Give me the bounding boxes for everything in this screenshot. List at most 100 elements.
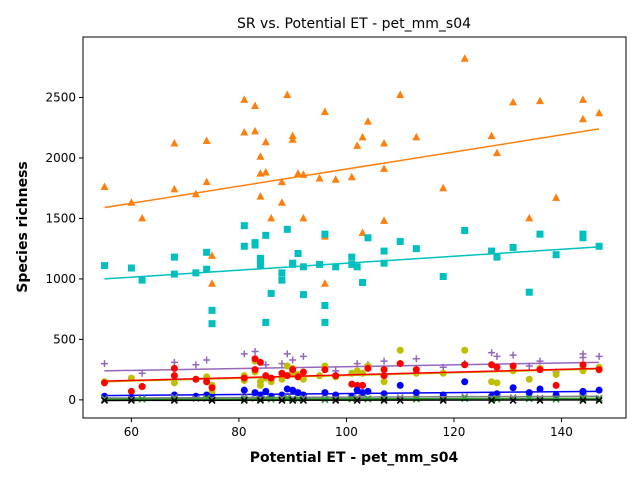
- data-point: [138, 276, 146, 284]
- data-point: [525, 288, 533, 296]
- data-point: [347, 172, 356, 181]
- series-2: [101, 347, 603, 377]
- data-point: [380, 247, 388, 255]
- data-point: [203, 248, 211, 256]
- trend-line: [104, 128, 600, 209]
- data-point: [283, 90, 292, 99]
- data-point: [315, 174, 324, 182]
- data-point: [267, 374, 275, 382]
- data-point: [380, 366, 388, 374]
- series-1: [101, 222, 603, 328]
- data-point: [380, 164, 389, 172]
- data-point: [289, 356, 297, 364]
- data-point: [251, 101, 260, 109]
- trend-line: [104, 390, 600, 397]
- data-point: [461, 378, 469, 386]
- data-point: [364, 234, 372, 242]
- data-point: [460, 54, 469, 62]
- data-point: [240, 350, 248, 358]
- data-point: [412, 355, 420, 363]
- data-point: [552, 381, 560, 389]
- data-point: [101, 360, 109, 368]
- series-0: [100, 54, 604, 287]
- data-point: [353, 386, 361, 394]
- data-point: [353, 263, 361, 271]
- data-point: [202, 177, 211, 186]
- data-point: [170, 372, 178, 380]
- data-point: [251, 355, 259, 363]
- data-point: [289, 259, 297, 267]
- data-point: [170, 138, 179, 147]
- data-point: [170, 364, 178, 372]
- data-point: [595, 108, 604, 117]
- data-point: [348, 260, 356, 268]
- data-point: [321, 366, 329, 374]
- data-point: [138, 213, 147, 222]
- data-point: [525, 375, 533, 383]
- data-point: [170, 253, 178, 261]
- data-point: [439, 272, 447, 280]
- plot-series: [100, 54, 604, 404]
- data-point: [208, 384, 216, 392]
- data-point: [380, 378, 388, 386]
- data-point: [439, 183, 448, 192]
- data-point: [240, 222, 248, 230]
- data-point: [380, 138, 389, 147]
- data-point: [262, 361, 270, 369]
- y-axis-label: Species richness: [15, 161, 31, 293]
- y-tick-label: 1500: [45, 211, 76, 225]
- data-point: [283, 350, 291, 358]
- chart-title: SR vs. Potential ET - pet_mm_s04: [237, 16, 471, 32]
- data-point: [289, 366, 297, 374]
- data-point: [579, 354, 587, 362]
- trend-line: [104, 399, 600, 402]
- data-point: [299, 291, 307, 299]
- data-point: [256, 381, 264, 389]
- data-point: [552, 251, 560, 259]
- data-point: [256, 358, 264, 366]
- data-point: [299, 368, 307, 376]
- data-point: [127, 387, 135, 395]
- data-point: [578, 114, 587, 123]
- data-point: [321, 230, 329, 238]
- data-point: [138, 383, 146, 391]
- data-point: [536, 385, 544, 393]
- data-point: [380, 357, 388, 365]
- data-point: [321, 302, 329, 310]
- data-point: [353, 367, 361, 375]
- data-point: [251, 126, 260, 135]
- data-point: [579, 230, 587, 238]
- data-point: [101, 262, 109, 270]
- data-point: [283, 225, 291, 233]
- data-point: [595, 395, 603, 403]
- data-point: [208, 279, 217, 287]
- data-point: [509, 384, 517, 392]
- data-point: [299, 263, 307, 271]
- data-point: [412, 245, 420, 253]
- data-point: [509, 351, 517, 359]
- x-tick-label: 80: [231, 425, 246, 439]
- data-point: [535, 96, 544, 105]
- data-point: [348, 380, 356, 388]
- data-point: [170, 184, 179, 193]
- data-point: [364, 364, 372, 372]
- data-point: [261, 167, 270, 176]
- data-point: [288, 135, 297, 143]
- data-point: [461, 346, 469, 354]
- plot-frame: [82, 36, 627, 419]
- data-point: [578, 95, 587, 103]
- data-point: [278, 369, 286, 377]
- data-point: [332, 263, 340, 271]
- data-point: [262, 318, 270, 326]
- y-tick-label: 2500: [45, 90, 76, 104]
- data-point: [358, 132, 367, 141]
- data-point: [461, 227, 469, 235]
- x-axis-ticks: 60 80 100 120 140: [124, 418, 573, 439]
- data-point: [320, 107, 329, 115]
- data-point: [256, 262, 264, 270]
- data-point: [208, 320, 216, 328]
- data-point: [488, 361, 496, 369]
- data-point: [492, 148, 501, 157]
